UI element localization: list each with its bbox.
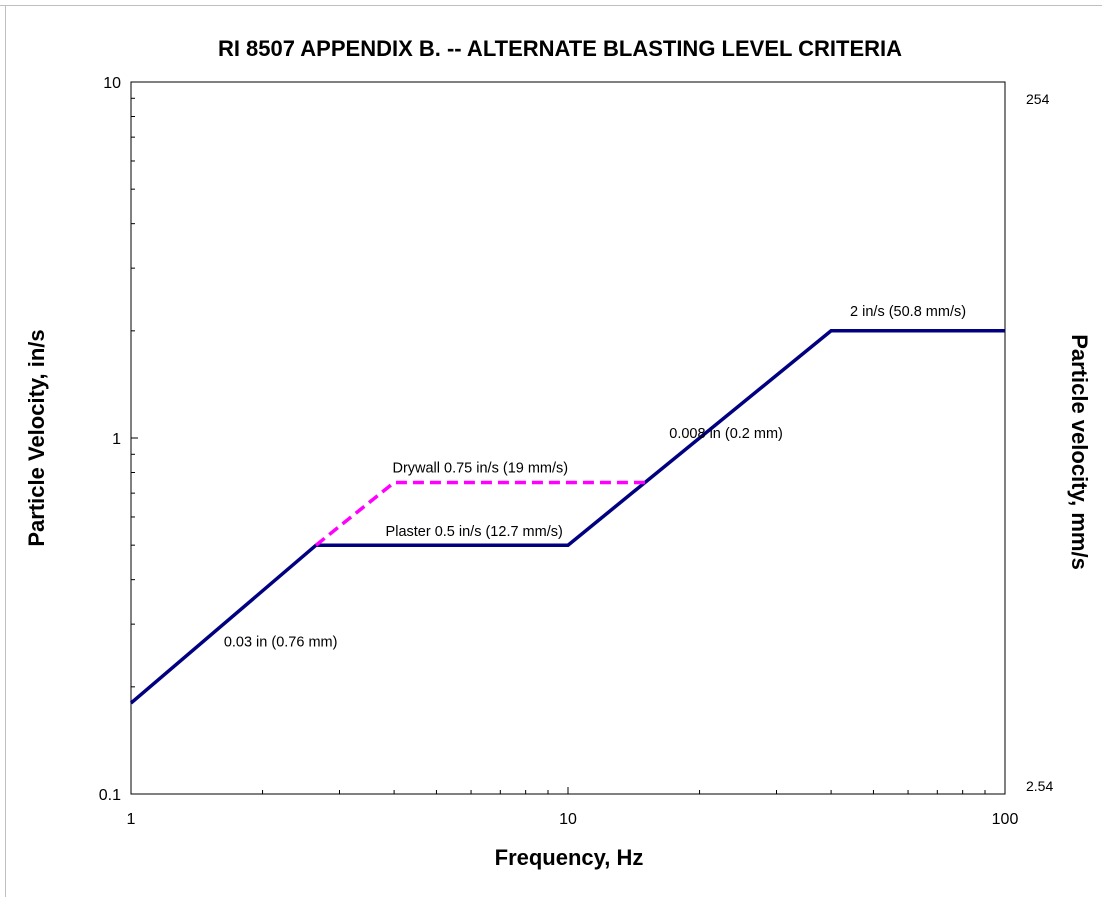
annotation-layer: 2 in/s (50.8 mm/s) 0.008 in (0.2 mm) Drywa… [224, 304, 966, 650]
y-tick-label: 10 [103, 75, 121, 92]
plot-area [130, 81, 1006, 795]
x-tick-label: 10 [559, 811, 577, 828]
annotation-label: 0.008 in (0.2 mm) [669, 426, 783, 442]
annotation-label: Drywall 0.75 in/s (19 mm/s) [392, 460, 568, 476]
y-tick-label: 0.1 [99, 787, 121, 804]
chart-title: RI 8507 APPENDIX B. -- ALTERNATE BLASTIN… [218, 36, 902, 61]
plot-border [130, 81, 1006, 795]
series-layer [129, 329, 1005, 705]
x-tick-label: 100 [992, 811, 1019, 828]
annotation-label: 2 in/s (50.8 mm/s) [850, 304, 966, 320]
annotation-label: Plaster 0.5 in/s (12.7 mm/s) [386, 524, 563, 540]
series-line-0 [129, 329, 1005, 705]
tick-label-layer: 1 10 100 0.1 1 10 2.54 254 [99, 75, 1054, 828]
x-axis-title: Frequency, Hz [495, 845, 644, 870]
x-tick-label: 1 [127, 811, 136, 828]
y-axis-right-title: Particle velocity, mm/s [1067, 334, 1092, 570]
y-right-tick-label: 254 [1026, 91, 1050, 107]
y-axis-title: Particle Velocity, in/s [24, 329, 49, 546]
y-tick-label: 1 [112, 431, 121, 448]
y-right-tick-label: 2.54 [1026, 778, 1053, 794]
annotation-label: 0.03 in (0.76 mm) [224, 634, 338, 650]
